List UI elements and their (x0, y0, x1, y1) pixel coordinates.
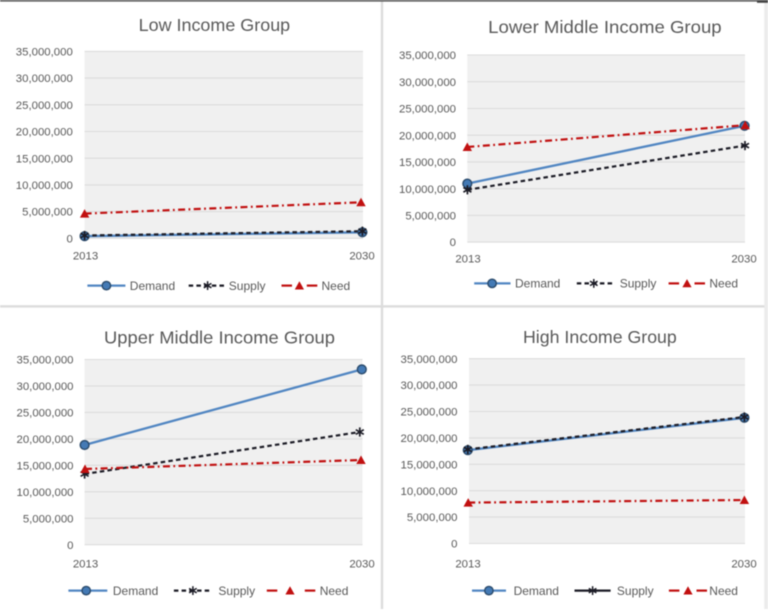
svg-text:30,000,000: 30,000,000 (16, 73, 73, 85)
svg-text:High Income Group: High Income Group (523, 327, 677, 347)
svg-text:10,000,000: 10,000,000 (400, 486, 457, 498)
svg-text:35,000,000: 35,000,000 (399, 50, 456, 62)
svg-text:Supply: Supply (229, 279, 266, 293)
svg-text:Demand: Demand (130, 279, 175, 293)
svg-text:2013: 2013 (73, 250, 98, 262)
svg-text:Supply: Supply (620, 277, 657, 291)
svg-text:25,000,000: 25,000,000 (16, 100, 73, 112)
svg-text:Need: Need (709, 584, 738, 598)
svg-text:Upper Middle Income Group: Upper Middle Income Group (104, 328, 335, 348)
svg-text:2030: 2030 (349, 250, 374, 262)
svg-text:0: 0 (450, 237, 456, 249)
svg-text:5,000,000: 5,000,000 (405, 211, 456, 223)
svg-text:2030: 2030 (731, 559, 756, 571)
svg-text:30,000,000: 30,000,000 (399, 77, 456, 89)
svg-text:20,000,000: 20,000,000 (16, 127, 73, 139)
svg-text:25,000,000: 25,000,000 (400, 407, 457, 419)
svg-text:Need: Need (709, 277, 738, 291)
svg-text:5,000,000: 5,000,000 (22, 207, 73, 219)
svg-text:15,000,000: 15,000,000 (16, 153, 73, 165)
svg-text:10,000,000: 10,000,000 (16, 487, 73, 499)
svg-text:Demand: Demand (113, 584, 158, 598)
svg-text:35,000,000: 35,000,000 (16, 355, 73, 367)
svg-text:20,000,000: 20,000,000 (16, 434, 73, 446)
svg-text:2030: 2030 (349, 558, 374, 570)
svg-text:5,000,000: 5,000,000 (23, 513, 74, 525)
svg-text:25,000,000: 25,000,000 (399, 104, 456, 116)
svg-text:0: 0 (66, 233, 72, 245)
svg-text:2013: 2013 (73, 558, 98, 570)
svg-text:20,000,000: 20,000,000 (399, 130, 456, 142)
svg-text:20,000,000: 20,000,000 (400, 433, 457, 445)
svg-text:Supply: Supply (617, 584, 654, 598)
svg-text:Supply: Supply (218, 584, 255, 598)
svg-text:0: 0 (451, 539, 457, 551)
svg-text:35,000,000: 35,000,000 (400, 354, 457, 366)
svg-text:15,000,000: 15,000,000 (400, 459, 457, 471)
svg-text:Demand: Demand (515, 277, 560, 291)
svg-text:Lower Middle Income Group: Lower Middle Income Group (488, 17, 722, 37)
svg-text:25,000,000: 25,000,000 (16, 408, 73, 420)
svg-text:30,000,000: 30,000,000 (16, 381, 73, 393)
svg-text:2030: 2030 (731, 254, 756, 266)
svg-text:15,000,000: 15,000,000 (399, 157, 456, 169)
svg-text:2013: 2013 (455, 254, 480, 266)
svg-text:35,000,000: 35,000,000 (16, 47, 73, 59)
svg-text:5,000,000: 5,000,000 (407, 512, 458, 524)
svg-text:2013: 2013 (455, 559, 480, 571)
svg-text:15,000,000: 15,000,000 (16, 460, 73, 472)
svg-text:0: 0 (67, 540, 73, 552)
svg-text:Need: Need (320, 584, 349, 598)
svg-text:Need: Need (322, 279, 351, 293)
svg-text:10,000,000: 10,000,000 (399, 184, 456, 196)
svg-text:Demand: Demand (514, 584, 559, 598)
svg-text:10,000,000: 10,000,000 (16, 180, 73, 192)
svg-text:Low Income Group: Low Income Group (139, 15, 291, 35)
svg-text:30,000,000: 30,000,000 (400, 380, 457, 392)
